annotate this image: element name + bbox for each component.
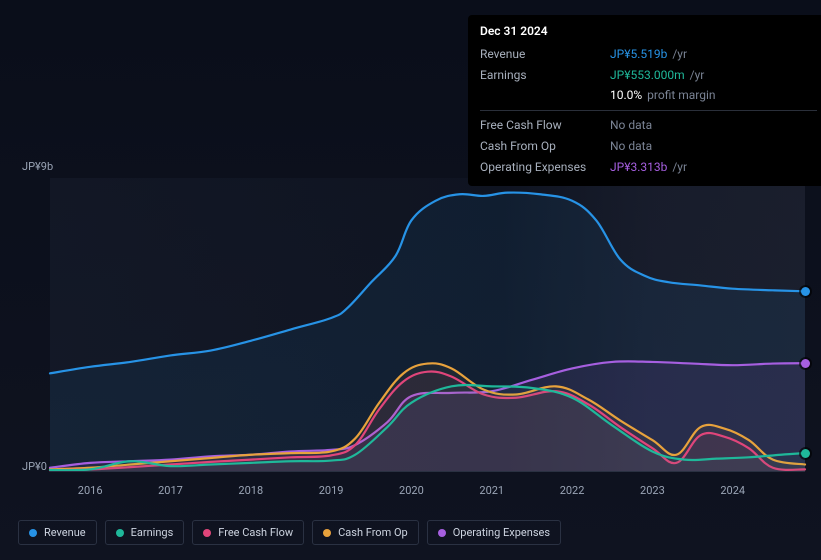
legend-item-cash-from-op[interactable]: Cash From Op [312, 520, 419, 545]
hover-tooltip: Dec 31 2024 RevenueJP¥5.519b /yrEarnings… [468, 15, 821, 186]
x-tick-label: 2019 [319, 484, 344, 497]
tooltip-row-value: No data [610, 136, 817, 157]
tooltip-row-label: Earnings [480, 65, 610, 86]
x-tick-label: 2024 [720, 484, 745, 497]
tooltip-row-label: Cash From Op [480, 136, 610, 157]
series-endpoint-operating_expenses [801, 359, 810, 368]
tooltip-row-label [480, 85, 610, 110]
tooltip-row-label: Operating Expenses [480, 157, 610, 178]
x-tick-label: 2020 [399, 484, 424, 497]
legend-label: Free Cash Flow [218, 526, 293, 539]
series-endpoint-earnings [801, 449, 810, 458]
tooltip-table: RevenueJP¥5.519b /yrEarningsJP¥553.000m … [480, 44, 817, 178]
x-tick-label: 2018 [238, 484, 263, 497]
tooltip-row-value: JP¥5.519b /yr [610, 44, 817, 65]
x-axis-ticks: 2016 2017 2018 2019 2020 2021 2022 2023 2024 [50, 484, 805, 502]
y-axis-max-label: JP¥9b [22, 160, 53, 173]
legend-dot [29, 529, 37, 537]
legend-item-free-cash-flow[interactable]: Free Cash Flow [192, 520, 304, 545]
chart-baseline [50, 471, 805, 472]
tooltip-row-value: 10.0% profit margin [610, 85, 817, 110]
line-chart[interactable] [50, 178, 805, 471]
legend-item-operating-expenses[interactable]: Operating Expenses [427, 520, 561, 545]
legend-item-earnings[interactable]: Earnings [105, 520, 185, 545]
legend: Revenue Earnings Free Cash Flow Cash From O… [18, 520, 561, 545]
legend-dot [203, 529, 211, 537]
tooltip-row-value: JP¥553.000m /yr [610, 65, 817, 86]
x-tick-label: 2016 [78, 484, 103, 497]
legend-dot [323, 529, 331, 537]
x-tick-label: 2017 [158, 484, 183, 497]
legend-label: Revenue [44, 526, 86, 539]
tooltip-date: Dec 31 2024 [480, 23, 817, 40]
x-tick-label: 2022 [560, 484, 585, 497]
x-tick-label: 2021 [479, 484, 504, 497]
series-endpoint-revenue [801, 287, 810, 296]
chart-container: Dec 31 2024 RevenueJP¥5.519b /yrEarnings… [0, 0, 821, 560]
legend-dot [438, 529, 446, 537]
x-tick-label: 2023 [640, 484, 665, 497]
legend-label: Earnings [131, 526, 174, 539]
y-axis-min-label: JP¥0 [22, 460, 47, 473]
tooltip-row-label: Revenue [480, 44, 610, 65]
tooltip-row-value: No data [610, 111, 817, 136]
legend-dot [116, 529, 124, 537]
legend-label: Operating Expenses [453, 526, 550, 539]
legend-item-revenue[interactable]: Revenue [18, 520, 97, 545]
tooltip-row-label: Free Cash Flow [480, 111, 610, 136]
legend-label: Cash From Op [338, 526, 408, 539]
tooltip-row-value: JP¥3.313b /yr [610, 157, 817, 178]
